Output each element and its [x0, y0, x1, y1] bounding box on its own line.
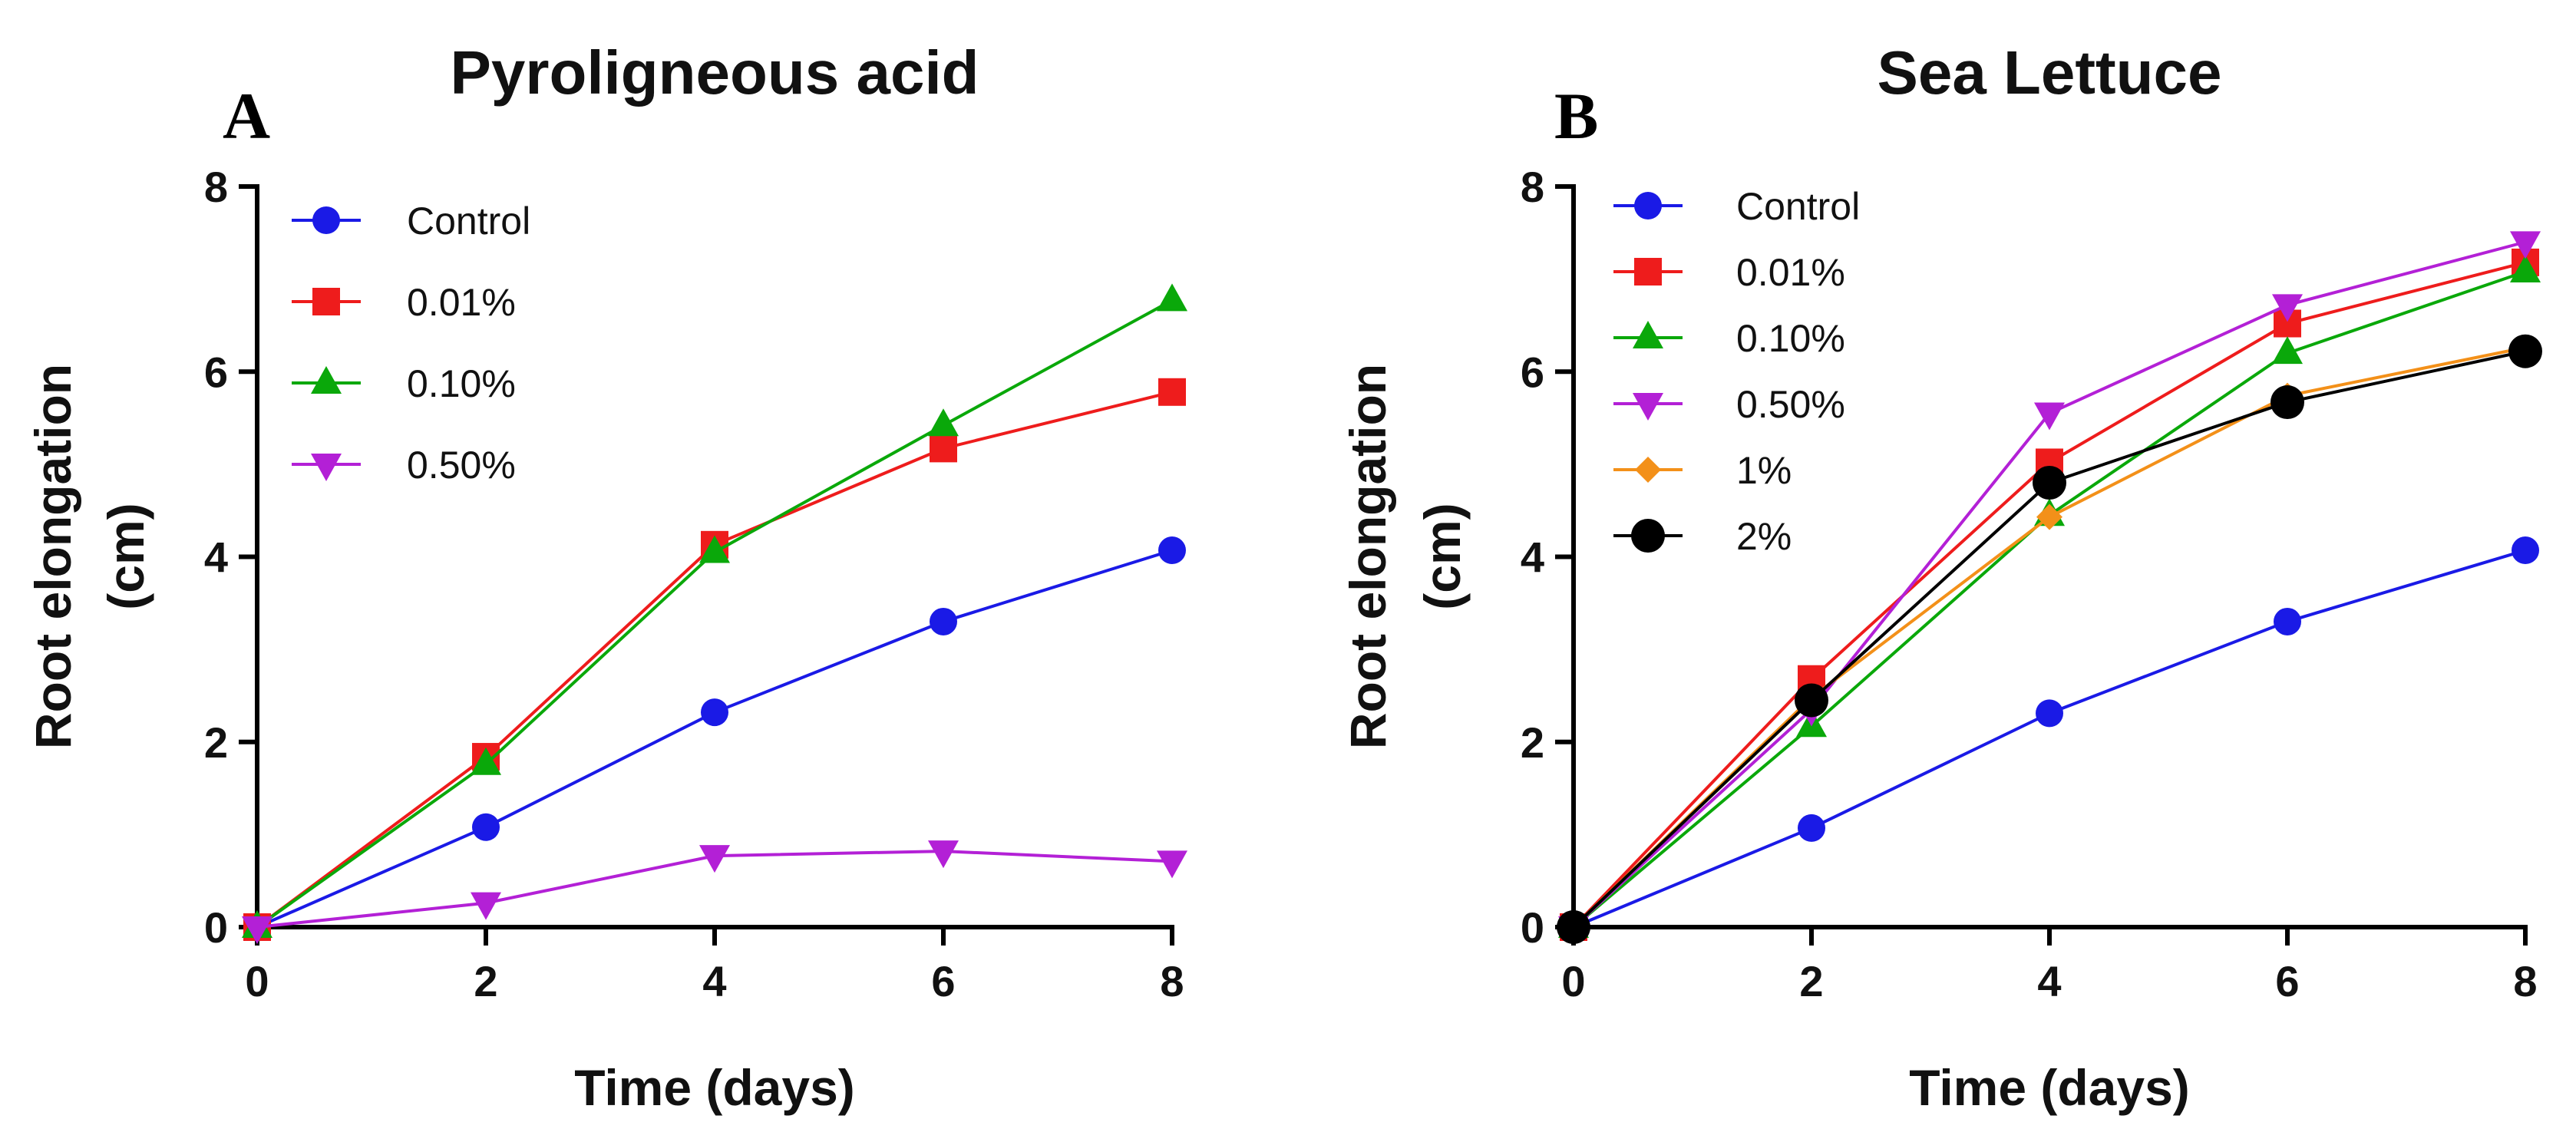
- data-point-0.50%: [2034, 402, 2065, 431]
- legend-label: Control: [1736, 185, 1860, 228]
- legend-marker: [1634, 192, 1662, 219]
- legend-label: 0.50%: [407, 444, 516, 487]
- data-point-Control: [2274, 607, 2301, 635]
- x-tick-label: 8: [2513, 957, 2537, 1005]
- y-tick-label: 8: [204, 163, 228, 211]
- data-point-1%: [2036, 503, 2062, 530]
- series-line-0.10%: [1572, 270, 2526, 929]
- legend-label: 0.01%: [407, 281, 516, 324]
- chart-title: Pyroligneous acid: [450, 38, 979, 107]
- data-point-2%: [1795, 683, 1828, 718]
- x-axis-label: Time (days): [574, 1059, 855, 1116]
- legend-marker: [312, 206, 340, 234]
- chart-panel-b: Sea Lettuce B 0 2 4 6 8 0 2 4 6 8 Time (days) Root el…: [1339, 38, 2542, 1116]
- data-point-0.10%: [928, 408, 959, 437]
- series-line-0.01%: [1572, 260, 2526, 929]
- series-line-0.50%: [1572, 240, 2526, 929]
- x-tick-label: 6: [2275, 957, 2299, 1005]
- data-point-0.10%: [699, 535, 730, 563]
- chart-title: Sea Lettuce: [1877, 38, 2221, 107]
- data-point-Control: [1158, 536, 1186, 565]
- x-tick-label: 4: [2037, 957, 2061, 1005]
- data-point-Control: [930, 607, 957, 635]
- data-point-2%: [2271, 385, 2304, 420]
- data-point-0.10%: [2272, 336, 2303, 365]
- y-tick-label: 6: [204, 348, 228, 396]
- x-tick-label: 6: [931, 957, 955, 1005]
- legend-marker: [311, 454, 342, 481]
- data-point-2%: [2508, 334, 2542, 368]
- legend-label: 0.10%: [1736, 317, 1845, 360]
- data-point-Control: [2036, 699, 2063, 728]
- legend-marker: [1631, 519, 1665, 553]
- x-axis-label: Time (days): [1909, 1059, 2190, 1116]
- x-tick-label: 0: [245, 957, 269, 1005]
- y-tick-label: 4: [204, 533, 228, 582]
- series-line-2%: [1572, 349, 2526, 929]
- legend-marker: [1635, 457, 1661, 483]
- data-point-0.50%: [1157, 850, 1187, 879]
- data-point-0.10%: [1157, 283, 1187, 312]
- legend-marker: [312, 288, 340, 315]
- legend-label: 0.01%: [1736, 251, 1845, 294]
- legend-label: 0.10%: [407, 362, 516, 405]
- data-point-0.50%: [2510, 231, 2541, 259]
- legend-label: 1%: [1736, 449, 1792, 492]
- data-point-0.50%: [928, 840, 959, 869]
- legend-marker: [1634, 258, 1662, 286]
- chart-panel-a: Pyroligneous acid A 0 2 4 6 8 0 2 4 6 8 Time (days) R…: [25, 38, 1187, 1116]
- y-tick-label: 4: [1521, 533, 1544, 582]
- legend-marker: [1633, 393, 1663, 421]
- data-point-0.01%: [930, 434, 957, 463]
- y-tick-label: 2: [204, 718, 228, 767]
- data-point-0.10%: [471, 747, 501, 775]
- x-tick-label: 2: [1799, 957, 1823, 1005]
- data-point-Control: [1798, 814, 1825, 842]
- series-line-0.10%: [256, 299, 1173, 929]
- y-tick-label: 8: [1521, 163, 1544, 211]
- data-point-0.50%: [471, 892, 501, 920]
- y-tick-label: 0: [1521, 903, 1544, 952]
- legend-label: 0.50%: [1736, 383, 1845, 426]
- y-axis-label-unit: (cm): [97, 503, 154, 609]
- y-tick-label: 6: [1521, 348, 1544, 396]
- panel-letter: A: [223, 79, 270, 153]
- data-point-0.50%: [699, 845, 730, 873]
- data-point-0.50%: [242, 916, 272, 944]
- x-tick-label: 8: [1160, 957, 1184, 1005]
- series-line-Control: [1573, 549, 2526, 929]
- series-line-1%: [1572, 345, 2526, 929]
- data-point-0.01%: [1158, 378, 1186, 406]
- x-tick-label: 0: [1561, 957, 1585, 1005]
- data-point-Control: [701, 698, 728, 727]
- y-axis-label-unit: (cm): [1414, 503, 1471, 609]
- data-point-2%: [1557, 910, 1590, 944]
- legend-marker: [311, 366, 342, 394]
- data-point-0.10%: [2510, 254, 2541, 282]
- data-point-Control: [472, 813, 500, 841]
- legend-marker: [1633, 321, 1663, 348]
- y-axis-label: Root elongation: [1339, 364, 1396, 749]
- x-tick-label: 2: [474, 957, 497, 1005]
- legend-label: 2%: [1736, 515, 1792, 558]
- y-tick-label: 0: [204, 903, 228, 952]
- data-point-0.50%: [2272, 294, 2303, 322]
- legend-label: Control: [407, 200, 530, 243]
- panel-letter: B: [1554, 79, 1598, 153]
- data-point-Control: [2512, 536, 2539, 565]
- data-point-2%: [2033, 466, 2066, 500]
- y-tick-label: 2: [1521, 718, 1544, 767]
- x-tick-label: 4: [702, 957, 726, 1005]
- y-axis-label: Root elongation: [25, 364, 81, 749]
